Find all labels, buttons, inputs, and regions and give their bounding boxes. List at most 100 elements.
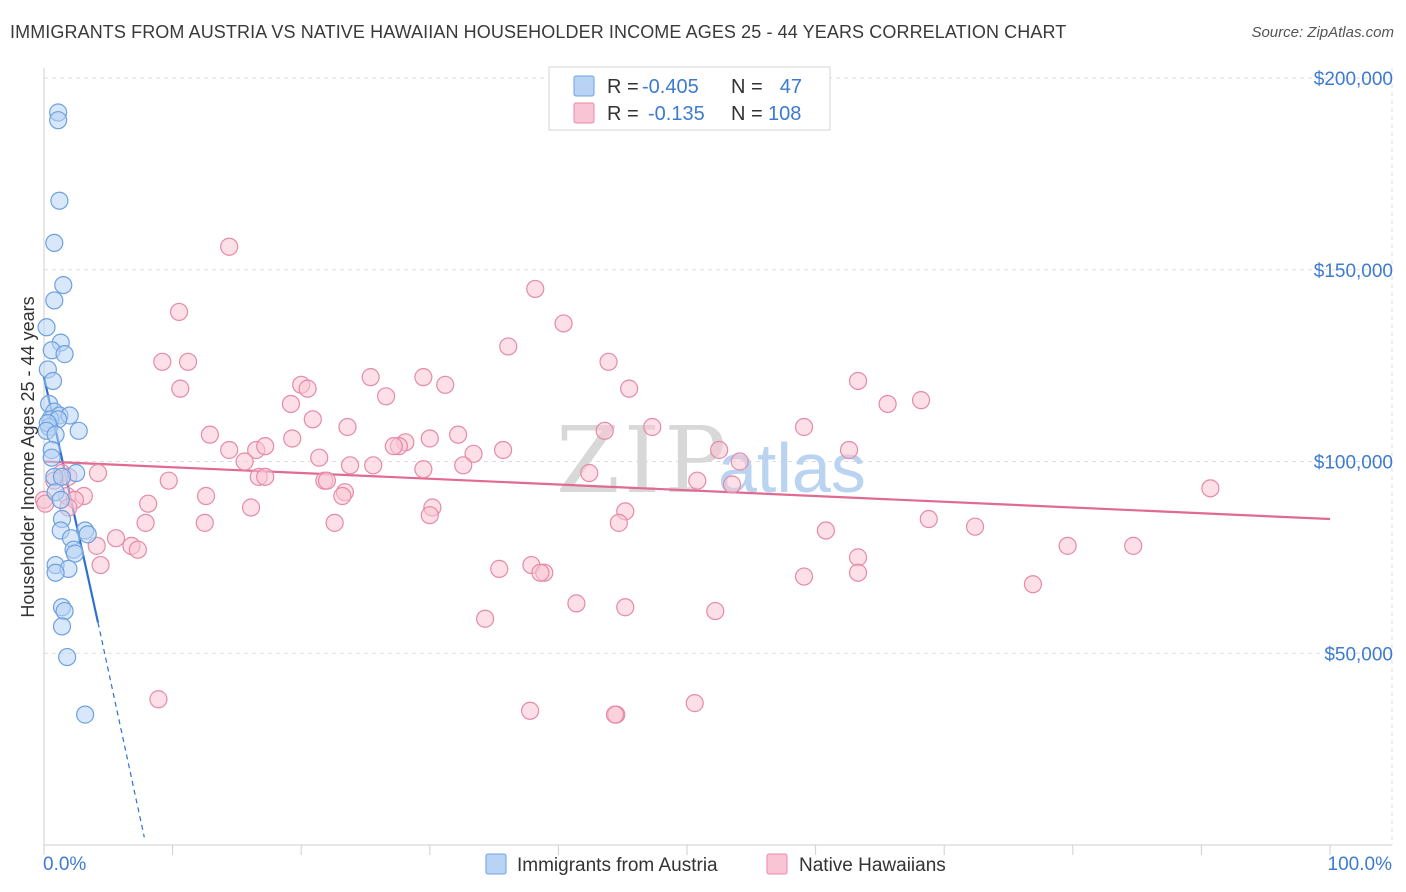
point-austria-6 <box>37 318 56 337</box>
point-hawaiian-44 <box>454 456 473 475</box>
bottom-legend-label-austria: Immigrants from Austria <box>517 855 718 876</box>
point-austria-36 <box>65 544 84 563</box>
point-hawaiian-73 <box>609 513 628 532</box>
point-hawaiian-99 <box>685 694 704 713</box>
point-hawaiian-45 <box>414 460 433 479</box>
point-hawaiian-83 <box>1058 536 1077 555</box>
point-austria-4 <box>54 275 73 295</box>
bottom-legend: Immigrants from Austria Native Hawaiians <box>485 853 946 876</box>
x-tick-max: 100.0% <box>1328 854 1393 875</box>
point-hawaiian-46 <box>580 463 599 483</box>
point-austria-2 <box>50 191 69 210</box>
point-hawaiian-8 <box>361 368 380 387</box>
point-hawaiian-38 <box>464 444 483 463</box>
point-hawaiian-88 <box>91 555 110 575</box>
point-hawaiian-7 <box>599 352 618 371</box>
point-hawaiian-61 <box>333 486 352 506</box>
data-points <box>34 103 1220 724</box>
point-austria-44 <box>76 705 95 724</box>
y-tick-label-2: $150,000 <box>1314 261 1393 282</box>
point-hawaiian-58 <box>1201 479 1220 498</box>
legend-n-label-austria: N = <box>731 76 763 98</box>
point-hawaiian-56 <box>722 475 742 494</box>
point-hawaiian-78 <box>816 521 835 540</box>
point-hawaiian-77 <box>965 517 985 536</box>
point-hawaiian-16 <box>848 371 868 391</box>
point-hawaiian-25 <box>200 425 219 444</box>
point-hawaiian-100 <box>521 701 540 720</box>
point-hawaiian-4 <box>499 337 518 356</box>
point-hawaiian-98 <box>149 690 168 709</box>
point-hawaiian-68 <box>241 498 261 517</box>
point-hawaiian-26 <box>448 425 468 444</box>
point-hawaiian-79 <box>106 529 126 548</box>
point-austria-33 <box>78 525 97 544</box>
legend-n-label-hawaiian: N = <box>731 103 763 125</box>
point-hawaiian-28 <box>420 429 439 448</box>
y-tick-label-0: $50,000 <box>1324 644 1393 665</box>
point-hawaiian-97 <box>475 609 495 628</box>
point-hawaiian-13 <box>298 379 317 398</box>
point-hawaiian-36 <box>494 440 513 460</box>
point-hawaiian-12 <box>171 379 190 398</box>
point-hawaiian-102 <box>605 705 625 724</box>
chart-title: IMMIGRANTS FROM AUSTRIA VS NATIVE HAWAII… <box>10 22 1067 42</box>
legend-r-value-austria: -0.405 <box>642 76 699 98</box>
legend-r-label-hawaiian: R = <box>607 103 639 125</box>
point-austria-21 <box>69 421 88 440</box>
legend-r-label-austria: R = <box>607 76 639 98</box>
y-tick-labels: $50,000 $100,000 $150,000 $200,000 <box>1314 69 1393 665</box>
point-hawaiian-14 <box>620 379 639 398</box>
point-hawaiian-54 <box>317 471 337 490</box>
point-hawaiian-72 <box>919 509 938 529</box>
point-hawaiian-91 <box>848 563 868 582</box>
point-hawaiian-1 <box>526 279 545 299</box>
watermark-zip: ZIP <box>556 407 730 514</box>
point-hawaiian-15 <box>376 387 396 406</box>
point-hawaiian-43 <box>340 456 360 475</box>
point-hawaiian-27 <box>283 429 302 448</box>
legend-swatch-hawaiian <box>573 102 595 124</box>
y-tick-label-1: $100,000 <box>1314 453 1393 474</box>
point-austria-24 <box>42 448 61 467</box>
point-hawaiian-9 <box>414 368 433 387</box>
point-hawaiian-3 <box>554 314 573 333</box>
point-hawaiian-81 <box>128 540 147 559</box>
point-hawaiian-10 <box>436 375 455 394</box>
point-austria-43 <box>58 647 77 667</box>
point-hawaiian-22 <box>643 417 662 437</box>
bottom-legend-swatch-hawaiian <box>766 853 788 875</box>
point-hawaiian-37 <box>839 440 859 460</box>
legend-r-value-hawaiian: -0.135 <box>648 103 705 125</box>
point-austria-1 <box>49 111 68 130</box>
point-hawaiian-84 <box>1124 536 1143 555</box>
point-hawaiian-51 <box>256 467 275 486</box>
grid-lines <box>44 68 1393 845</box>
point-hawaiian-20 <box>303 410 322 429</box>
point-hawaiian-23 <box>794 417 814 437</box>
legend-swatch-austria <box>573 75 595 97</box>
point-hawaiian-35 <box>710 440 729 460</box>
point-hawaiian-31 <box>384 437 403 456</box>
source-label: Source: ZipAtlas.com <box>1251 24 1394 41</box>
point-austria-41 <box>55 601 74 621</box>
point-hawaiian-39 <box>310 448 329 467</box>
top-legend: R = -0.405 N = 47 R = -0.135 N = 108 <box>548 66 831 131</box>
point-hawaiian-41 <box>730 452 749 471</box>
point-austria-5 <box>45 291 64 310</box>
point-hawaiian-55 <box>688 471 707 490</box>
legend-n-value-austria: 47 <box>780 76 802 98</box>
point-hawaiian-96 <box>706 601 725 621</box>
point-hawaiian-0 <box>220 237 239 256</box>
point-austria-39 <box>46 563 65 582</box>
point-hawaiian-24 <box>595 421 614 440</box>
point-hawaiian-90 <box>531 563 550 582</box>
top-legend-box <box>548 66 831 131</box>
point-hawaiian-67 <box>139 494 158 513</box>
point-hawaiian-5 <box>178 352 198 371</box>
point-hawaiian-85 <box>848 548 868 567</box>
point-austria-22 <box>46 425 65 444</box>
point-hawaiian-18 <box>281 394 301 414</box>
point-hawaiian-40 <box>235 452 254 471</box>
